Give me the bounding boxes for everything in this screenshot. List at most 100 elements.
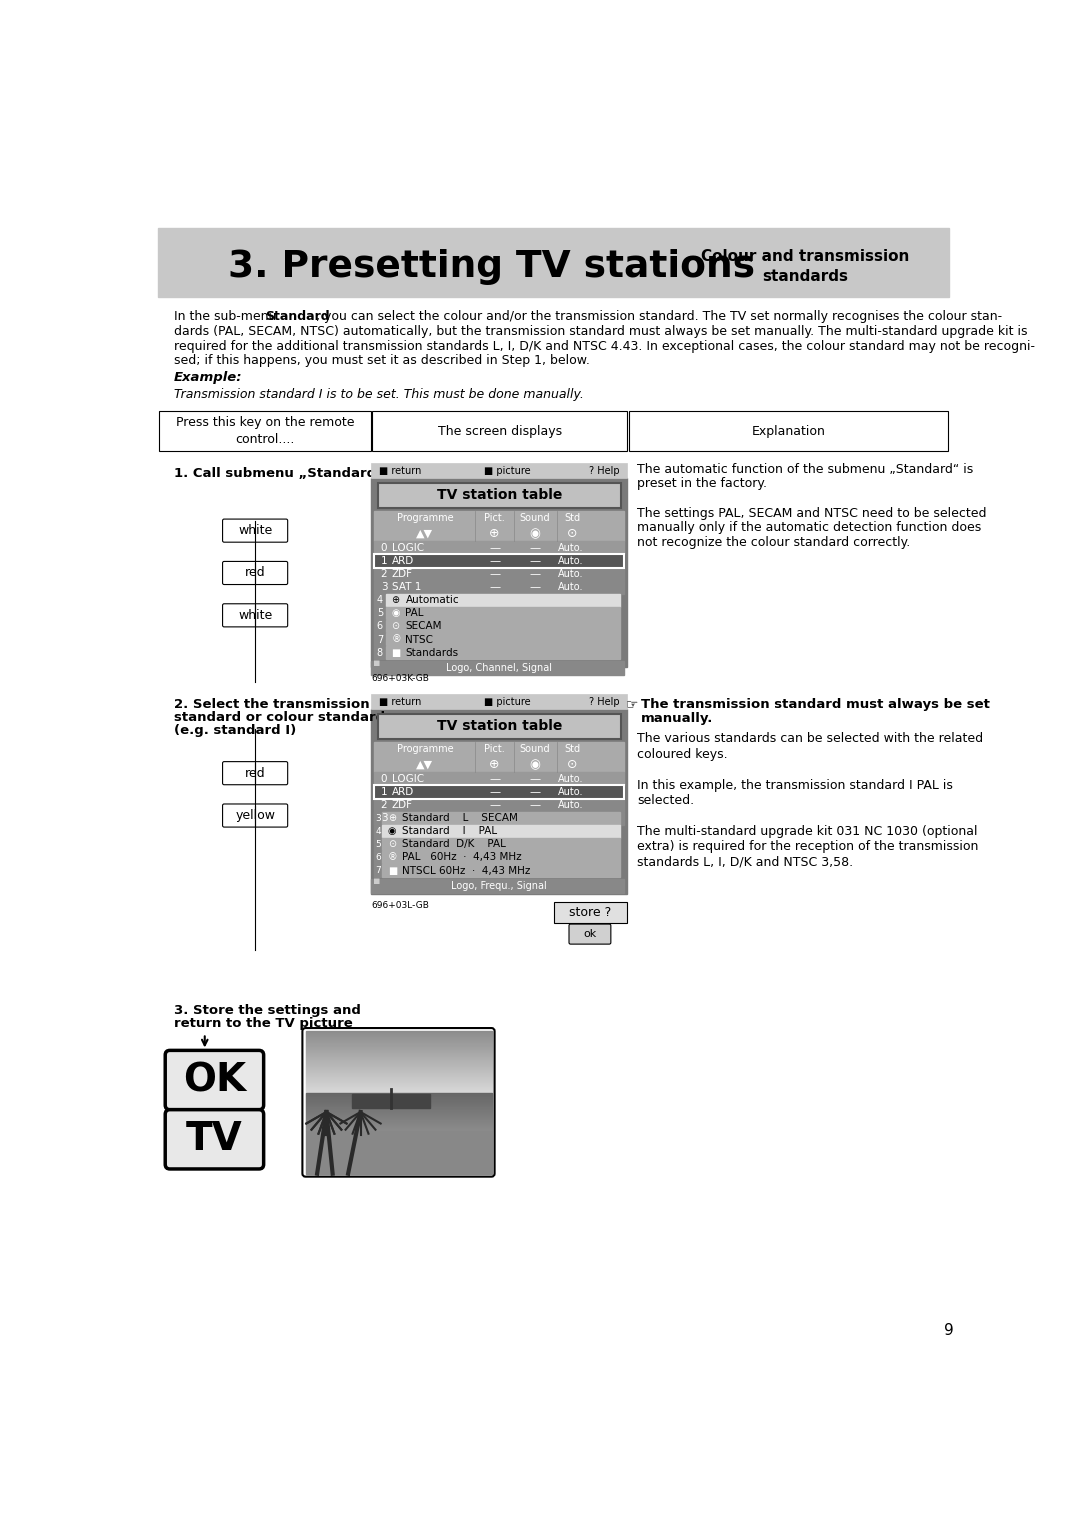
Text: In this example, the transmission standard I PAL is: In this example, the transmission standa… — [637, 779, 953, 792]
Text: 3. Store the settings and: 3. Store the settings and — [174, 1004, 361, 1018]
Text: (e.g. standard I): (e.g. standard I) — [174, 724, 296, 736]
Text: —: — — [529, 542, 540, 553]
Text: In the sub-menu: In the sub-menu — [174, 310, 280, 324]
Bar — [372, 694, 627, 709]
Text: TV station table: TV station table — [436, 489, 562, 503]
Text: ■: ■ — [388, 865, 397, 876]
Text: TV: TV — [186, 1120, 243, 1158]
Bar — [375, 526, 624, 541]
Bar — [387, 594, 620, 607]
Text: Auto.: Auto. — [558, 582, 583, 593]
Text: ▲▼: ▲▼ — [417, 529, 433, 539]
Text: SAT 1: SAT 1 — [392, 582, 421, 593]
Bar — [375, 555, 624, 567]
Text: Explanation: Explanation — [752, 425, 825, 439]
Bar — [372, 709, 627, 894]
FancyBboxPatch shape — [222, 804, 287, 827]
Bar — [375, 825, 382, 837]
Bar — [382, 837, 620, 851]
Text: ◉: ◉ — [529, 527, 540, 541]
Text: Standard    L    SECAM: Standard L SECAM — [402, 813, 517, 824]
Text: ◉: ◉ — [392, 608, 400, 619]
Text: selected.: selected. — [637, 795, 694, 807]
FancyBboxPatch shape — [222, 520, 287, 542]
Text: —: — — [529, 775, 540, 784]
Text: Auto.: Auto. — [558, 787, 583, 798]
Text: ◉: ◉ — [529, 758, 540, 772]
Text: red: red — [245, 567, 266, 579]
Text: ? Help: ? Help — [589, 466, 619, 475]
Text: 6: 6 — [376, 853, 381, 862]
Text: , you can select the colour and/or the transmission standard. The TV set normall: , you can select the colour and/or the t… — [316, 310, 1002, 324]
Text: ®: ® — [392, 634, 402, 645]
Text: 9: 9 — [944, 1323, 954, 1339]
Text: —: — — [529, 568, 540, 579]
Bar — [375, 510, 624, 526]
Text: Pict.: Pict. — [484, 744, 505, 755]
Text: 0: 0 — [380, 542, 387, 553]
Text: 2: 2 — [380, 568, 388, 579]
Text: ⊙: ⊙ — [388, 839, 395, 850]
Text: required for the additional transmission standards L, I, D/K and NTSC 4.43. In e: required for the additional transmission… — [174, 339, 1035, 353]
Text: yellow: yellow — [235, 808, 275, 822]
Text: 0: 0 — [380, 775, 387, 784]
Text: 3: 3 — [376, 814, 381, 822]
Text: Transmission standard I is to be set. This must be done manually.: Transmission standard I is to be set. Th… — [174, 388, 583, 402]
Text: 4: 4 — [377, 596, 383, 605]
Text: dards (PAL, SECAM, NTSC) automatically, but the transmission standard must alway: dards (PAL, SECAM, NTSC) automatically, … — [174, 325, 1027, 338]
Text: ok: ok — [583, 929, 596, 940]
Text: Logo, Frequ., Signal: Logo, Frequ., Signal — [451, 880, 548, 891]
Text: Programme: Programme — [396, 744, 454, 755]
Text: store ?: store ? — [569, 906, 611, 918]
Text: ⊙: ⊙ — [567, 527, 578, 541]
Text: Sound: Sound — [519, 744, 550, 755]
Text: ⊙: ⊙ — [567, 758, 578, 772]
Bar — [382, 851, 620, 863]
FancyBboxPatch shape — [554, 902, 627, 923]
Bar — [375, 541, 624, 555]
Text: TV station table: TV station table — [436, 720, 562, 733]
Text: standards L, I, D/K and NTSC 3,58.: standards L, I, D/K and NTSC 3,58. — [637, 856, 853, 868]
Bar — [306, 1131, 491, 1174]
Bar — [375, 581, 624, 594]
Text: ▲▼: ▲▼ — [417, 759, 433, 770]
Text: The automatic function of the submenu „Standard“ is: The automatic function of the submenu „S… — [637, 463, 973, 475]
Bar — [375, 607, 387, 620]
Text: Auto.: Auto. — [558, 568, 583, 579]
Text: extra) is required for the reception of the transmission: extra) is required for the reception of … — [637, 840, 978, 853]
Text: Colour and transmission
standards: Colour and transmission standards — [701, 249, 909, 284]
Text: ☞: ☞ — [625, 698, 638, 712]
Bar — [372, 463, 627, 478]
Text: Standard: Standard — [266, 310, 329, 324]
Text: standard or colour standard: standard or colour standard — [174, 711, 384, 724]
Bar — [375, 741, 624, 756]
Text: 4: 4 — [376, 827, 381, 836]
Text: Auto.: Auto. — [558, 556, 583, 565]
Text: 3: 3 — [380, 582, 388, 593]
Bar — [372, 660, 624, 675]
Text: white: white — [238, 608, 272, 622]
Text: Automatic: Automatic — [405, 596, 459, 605]
FancyBboxPatch shape — [222, 561, 287, 585]
Text: —: — — [529, 787, 540, 798]
Text: 6: 6 — [377, 622, 383, 631]
Text: LOGIC: LOGIC — [392, 775, 423, 784]
Text: Standard  D/K    PAL: Standard D/K PAL — [402, 839, 505, 850]
Bar — [375, 567, 624, 581]
Text: Auto.: Auto. — [558, 801, 583, 810]
Text: —: — — [489, 801, 500, 810]
Text: 3. Presetting TV stations: 3. Presetting TV stations — [228, 249, 755, 284]
Text: 2: 2 — [380, 801, 388, 810]
Text: ■ picture: ■ picture — [484, 466, 530, 475]
Text: 8: 8 — [377, 648, 383, 657]
Text: white: white — [238, 524, 272, 538]
Text: preset in the factory.: preset in the factory. — [637, 477, 767, 490]
Bar — [375, 633, 387, 646]
Bar — [375, 811, 624, 825]
Text: Pict.: Pict. — [484, 513, 505, 523]
Text: —: — — [529, 582, 540, 593]
Text: 1: 1 — [380, 556, 388, 565]
Text: The transmission standard must always be set: The transmission standard must always be… — [642, 698, 990, 711]
Text: ◉: ◉ — [388, 827, 396, 836]
Text: ARD: ARD — [392, 787, 414, 798]
